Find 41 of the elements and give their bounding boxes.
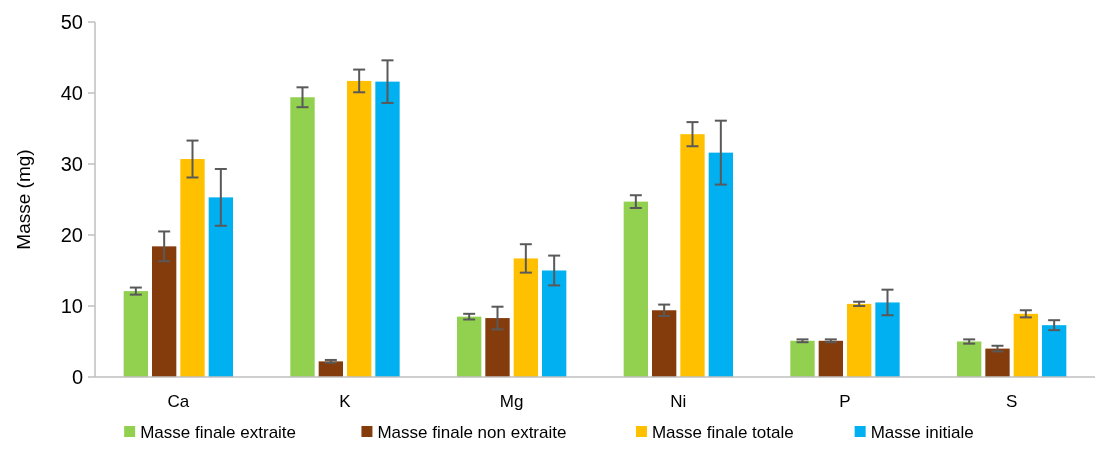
y-tick-label: 40 xyxy=(60,82,83,104)
x-tick-label: Ca xyxy=(167,392,190,411)
bar xyxy=(957,341,982,377)
bar xyxy=(623,201,648,377)
bar xyxy=(485,318,510,377)
bar xyxy=(123,291,148,377)
x-tick-label: S xyxy=(1005,392,1018,411)
bar xyxy=(847,303,872,377)
bar xyxy=(290,97,315,377)
bar xyxy=(152,246,177,377)
x-tick-label: K xyxy=(339,392,352,411)
x-tick-label: Ni xyxy=(670,392,687,411)
bar xyxy=(790,340,815,377)
bar xyxy=(708,152,733,377)
bar xyxy=(318,361,343,377)
bar xyxy=(818,340,843,377)
bar xyxy=(457,316,482,377)
legend-label: Masse finale extraite xyxy=(140,422,297,442)
y-tick-label: 0 xyxy=(71,366,83,388)
legend-label: Masse initiale xyxy=(870,422,974,442)
bar xyxy=(985,348,1010,377)
x-tick-label: P xyxy=(839,392,851,411)
bar xyxy=(652,310,677,377)
legend-label: Masse finale totale xyxy=(651,422,794,442)
bar xyxy=(1013,313,1038,377)
bar xyxy=(875,302,900,377)
bar xyxy=(680,134,705,377)
y-tick-label: 30 xyxy=(60,153,83,175)
y-tick-label: 10 xyxy=(60,295,83,317)
bar xyxy=(208,197,233,377)
bar xyxy=(347,80,372,377)
bar xyxy=(1042,325,1067,377)
bar xyxy=(513,258,538,377)
legend-label: Masse finale non extraite xyxy=(377,422,567,442)
x-tick-label: Mg xyxy=(499,392,524,411)
y-tick-label: 20 xyxy=(60,224,83,246)
bar xyxy=(180,159,205,377)
bar xyxy=(542,270,567,377)
bar xyxy=(375,81,400,377)
y-axis-title: Masse (mg) xyxy=(13,149,34,250)
y-tick-label: 50 xyxy=(60,11,83,33)
